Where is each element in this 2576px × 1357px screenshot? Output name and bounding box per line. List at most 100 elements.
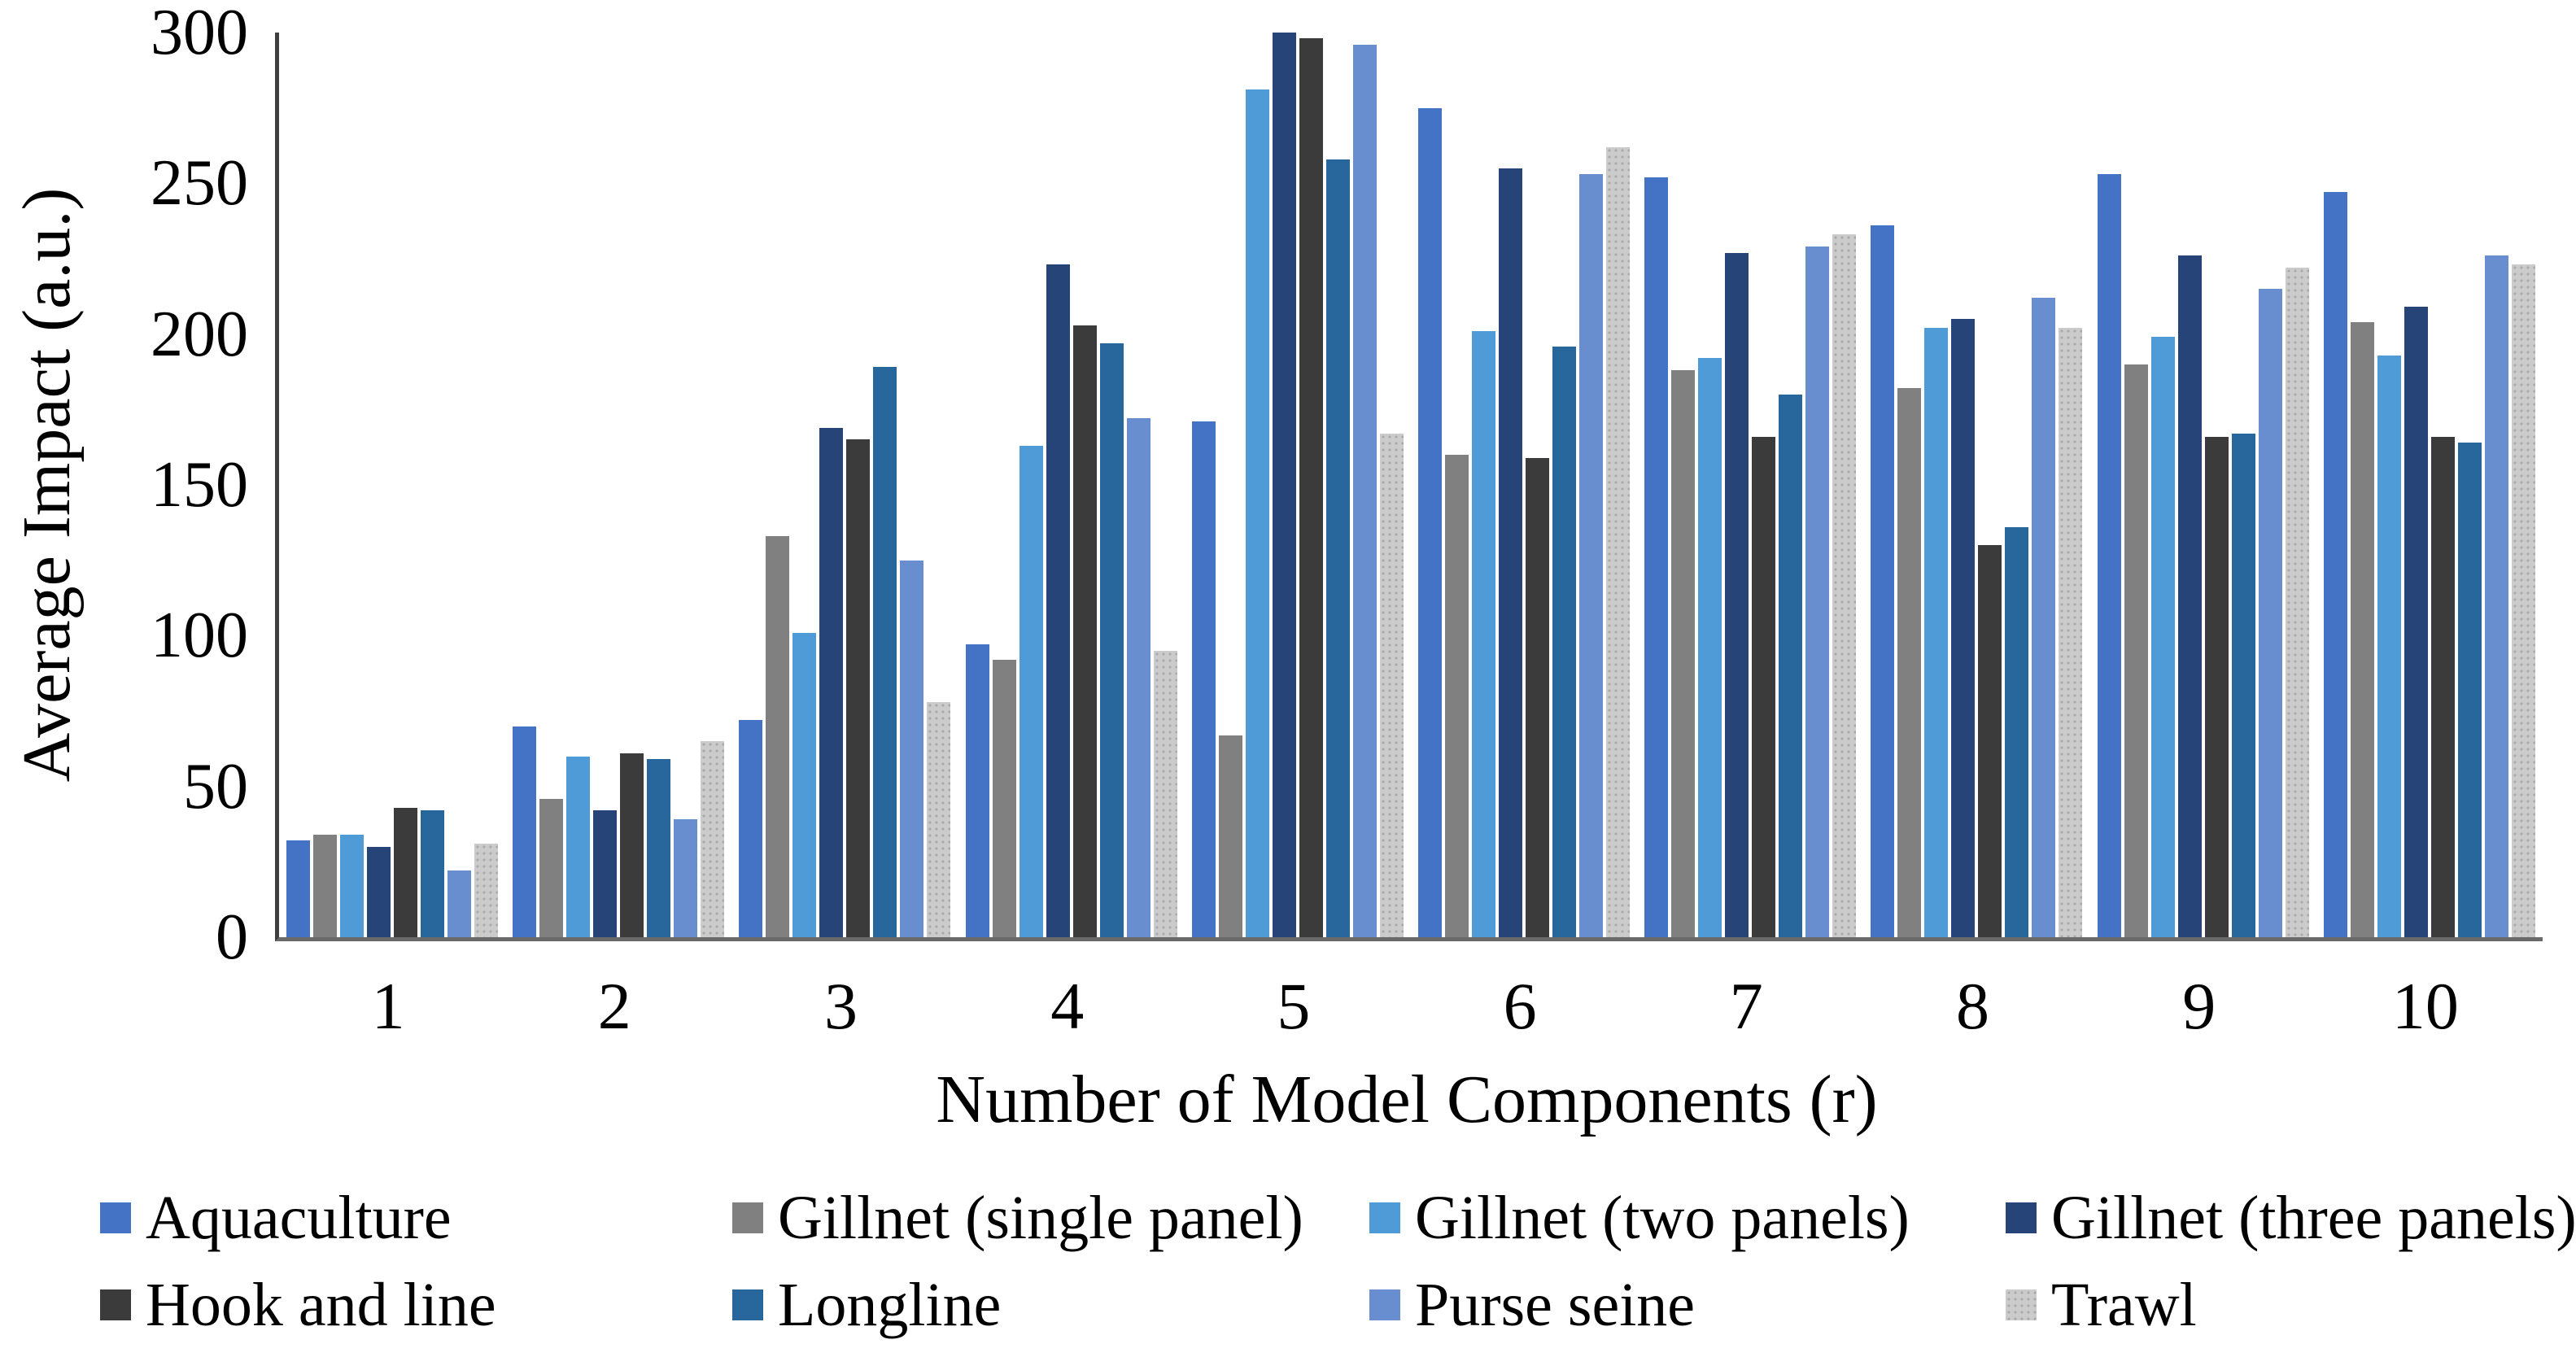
bar-trawl-x7: [1832, 234, 1857, 937]
bar-group-6: [1411, 33, 1637, 937]
bar-aquaculture-x2: [513, 726, 537, 937]
legend-item-purse-seine: Purse seine: [1369, 1268, 1695, 1342]
bar-gillnet-single-panel-x9: [2124, 364, 2148, 937]
x-tick-label-8: 8: [1956, 969, 1989, 1043]
legend-swatch-icon: [732, 1289, 763, 1320]
bar-purse-seine-x9: [2258, 289, 2282, 937]
legend-item-aquaculture: Aquaculture: [100, 1180, 452, 1255]
bar-trawl-x2: [701, 741, 725, 937]
x-tick-label-4: 4: [1050, 969, 1085, 1043]
bar-purse-seine-x1: [448, 870, 472, 937]
bar-gillnet-two-panels-x9: [2150, 337, 2175, 937]
bar-gillnet-two-panels-x2: [566, 756, 591, 937]
legend-swatch-icon: [732, 1202, 763, 1233]
bar-gillnet-single-panel-x10: [2350, 321, 2374, 937]
bar-trawl-x9: [2285, 268, 2309, 937]
plot-area: [275, 33, 2543, 941]
x-tick-label-1: 1: [371, 969, 405, 1043]
bar-gillnet-three-panels-x10: [2404, 307, 2428, 937]
bar-gillnet-single-panel-x4: [992, 660, 1016, 937]
bar-purse-seine-x8: [2032, 298, 2056, 937]
x-tick-label-2: 2: [597, 969, 631, 1043]
bar-longline-x9: [2231, 434, 2255, 937]
bar-gillnet-two-panels-x5: [1245, 89, 1269, 937]
x-axis-title: Number of Model Components (r): [936, 1062, 1878, 1137]
bar-longline-x5: [1325, 159, 1350, 937]
legend-label: Gillnet (two panels): [1415, 1184, 1910, 1252]
legend-swatch-icon: [100, 1202, 131, 1233]
legend-swatch-icon: [1369, 1202, 1400, 1233]
legend-item-gillnet-single-panel: Gillnet (single panel): [732, 1180, 1303, 1255]
bar-gillnet-two-panels-x8: [1924, 328, 1949, 937]
bar-gillnet-three-panels-x9: [2177, 255, 2202, 937]
bar-gillnet-single-panel-x3: [766, 536, 790, 937]
bar-gillnet-single-panel-x1: [313, 834, 338, 937]
bar-gillnet-three-panels-x2: [593, 810, 618, 937]
bar-trawl-x10: [2511, 264, 2535, 937]
bar-gillnet-two-panels-x1: [340, 834, 365, 937]
bar-purse-seine-x6: [1579, 174, 1604, 937]
x-tick-label-10: 10: [2391, 969, 2459, 1043]
legend-swatch-icon: [1369, 1289, 1400, 1320]
bar-gillnet-single-panel-x2: [539, 798, 564, 937]
bar-hook-and-line-x9: [2204, 436, 2229, 937]
bar-gillnet-three-panels-x3: [819, 427, 844, 937]
bar-trawl-x4: [1153, 650, 1177, 937]
legend-label: Longline: [778, 1271, 1002, 1339]
bar-hook-and-line-x5: [1299, 38, 1323, 937]
bar-gillnet-three-panels-x8: [1951, 319, 1976, 937]
bar-gillnet-two-panels-x10: [2377, 355, 2401, 937]
bar-hook-and-line-x2: [620, 753, 644, 937]
bar-group-2: [505, 33, 731, 937]
bar-gillnet-single-panel-x8: [1897, 388, 1922, 937]
legend-label: Gillnet (three panels): [2051, 1184, 2576, 1252]
bar-gillnet-single-panel-x6: [1445, 454, 1469, 937]
bar-longline-x10: [2457, 443, 2482, 937]
bar-aquaculture-x3: [739, 720, 763, 937]
bar-gillnet-single-panel-x7: [1671, 370, 1696, 937]
bar-aquaculture-x4: [965, 644, 989, 937]
bar-trawl-x8: [2059, 328, 2083, 937]
bar-longline-x8: [2005, 526, 2029, 937]
bar-aquaculture-x7: [1644, 177, 1669, 937]
y-tick-label-250: 250: [151, 147, 248, 220]
bar-gillnet-two-panels-x3: [792, 632, 817, 937]
bar-aquaculture-x10: [2323, 192, 2347, 937]
bar-gillnet-two-panels-x7: [1698, 358, 1722, 937]
legend-swatch-icon: [2006, 1289, 2037, 1320]
bar-gillnet-single-panel-x5: [1218, 735, 1242, 937]
bar-aquaculture-x5: [1191, 421, 1216, 937]
bar-trawl-x3: [927, 701, 951, 937]
y-tick-label-300: 300: [151, 0, 248, 68]
bar-aquaculture-x6: [1418, 107, 1443, 937]
bar-purse-seine-x5: [1352, 44, 1377, 937]
bar-group-10: [2316, 33, 2543, 937]
y-tick-label-150: 150: [151, 449, 248, 521]
bar-longline-x3: [873, 367, 897, 937]
bar-longline-x4: [1099, 343, 1124, 937]
bar-purse-seine-x3: [900, 560, 924, 937]
bar-group-8: [1863, 33, 2089, 937]
bar-group-9: [2090, 33, 2316, 937]
legend-item-hook-and-line: Hook and line: [100, 1268, 496, 1342]
x-tick-label-7: 7: [1729, 969, 1763, 1043]
bar-purse-seine-x7: [1805, 247, 1830, 937]
bar-hook-and-line-x1: [394, 807, 418, 937]
bar-longline-x7: [1779, 394, 1803, 937]
bar-longline-x2: [647, 759, 671, 937]
bar-purse-seine-x4: [1126, 418, 1150, 937]
bar-group-5: [1185, 33, 1411, 937]
y-tick-label-200: 200: [151, 298, 248, 370]
legend-item-gillnet-two-panels: Gillnet (two panels): [1369, 1180, 1910, 1255]
bar-group-4: [958, 33, 1185, 937]
bar-hook-and-line-x7: [1752, 436, 1776, 937]
bar-group-3: [731, 33, 958, 937]
bar-aquaculture-x1: [286, 840, 311, 937]
legend-item-longline: Longline: [732, 1268, 1001, 1342]
bar-gillnet-three-panels-x7: [1725, 252, 1749, 937]
legend-label: Purse seine: [1415, 1271, 1696, 1339]
x-tick-label-6: 6: [1503, 969, 1537, 1043]
bar-trawl-x6: [1606, 146, 1631, 937]
legend-swatch-icon: [2006, 1202, 2037, 1233]
